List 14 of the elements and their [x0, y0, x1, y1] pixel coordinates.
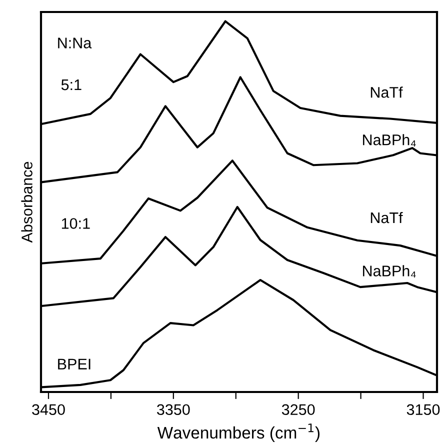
x-tick-label: 3450	[32, 404, 65, 416]
x-axis-title: Wavenumbers (cm$^{−1}$)	[157, 424, 320, 442]
annotation: 5:1	[61, 80, 82, 90]
annotation: NaTf	[370, 212, 403, 224]
annotation: NaBPh₄	[363, 265, 416, 278]
annotation: NaTf	[370, 86, 403, 98]
annotation: N:Na	[58, 38, 92, 48]
annotation: BPEI	[58, 358, 90, 370]
annotation: 10:1	[62, 218, 90, 229]
x-tick-label: 3150	[406, 404, 440, 416]
x-tick-label: 3350	[157, 404, 190, 416]
x-tick-label: 3250	[282, 404, 315, 416]
y-axis-title: Absorbance	[21, 162, 32, 243]
annotation: NaBPh₄	[363, 134, 416, 146]
